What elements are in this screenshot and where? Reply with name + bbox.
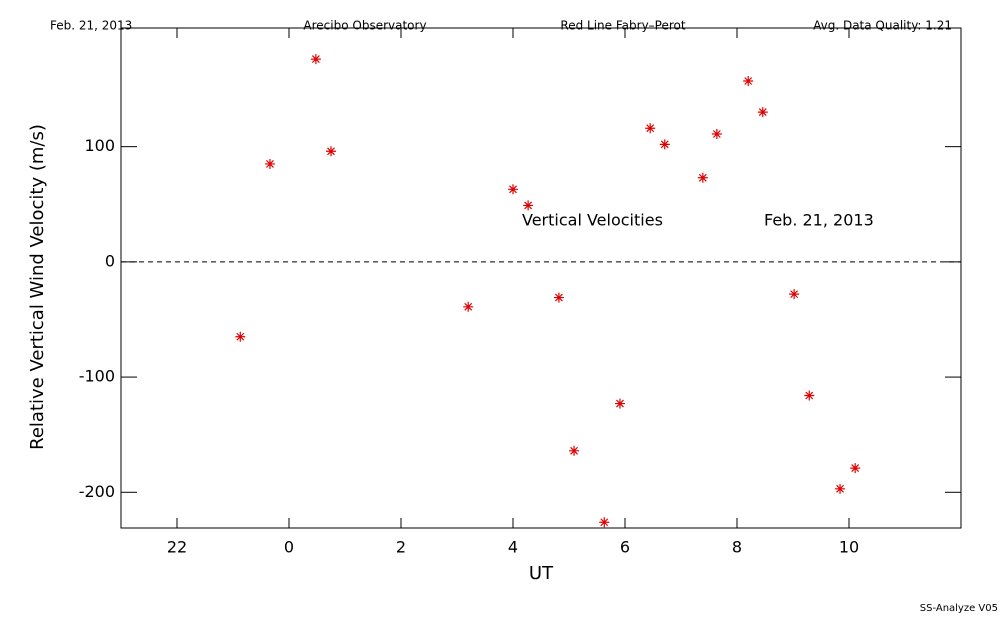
point xyxy=(326,146,336,157)
point xyxy=(804,390,815,401)
y-tick-label: 0 xyxy=(105,251,115,270)
x-tick-label: 6 xyxy=(620,538,630,557)
point xyxy=(697,172,708,183)
point xyxy=(645,123,656,134)
point-star xyxy=(523,200,534,211)
point xyxy=(835,483,846,494)
y-axis-label: Relative Vertical Wind Velocity (m/s) xyxy=(27,124,48,450)
point xyxy=(850,463,861,474)
point xyxy=(235,331,246,342)
point-star xyxy=(310,54,321,65)
header-site: Arecibo Observatory xyxy=(303,19,426,33)
x-axis-label: UT xyxy=(529,563,554,584)
point-star xyxy=(757,107,768,118)
point-star xyxy=(835,483,846,494)
point-star xyxy=(711,128,722,139)
point-star xyxy=(553,292,564,303)
x-tick-label: 8 xyxy=(732,538,742,557)
point xyxy=(264,158,275,169)
annotation: Feb. 21, 2013 xyxy=(764,211,874,230)
x-tick-label: 10 xyxy=(839,538,859,557)
point-star xyxy=(463,301,474,312)
header-quality: Avg. Data Quality: 1.21 xyxy=(813,19,952,33)
point-star xyxy=(645,123,656,134)
point xyxy=(599,517,610,528)
point xyxy=(569,445,580,456)
x-tick-label: 22 xyxy=(167,538,187,557)
header-instrument: Red Line Fabry–Perot xyxy=(560,19,685,33)
point-star xyxy=(743,75,754,86)
point-star xyxy=(659,139,670,150)
point xyxy=(523,200,534,211)
point xyxy=(789,289,800,300)
point-star xyxy=(850,463,861,474)
y-tick-label: -200 xyxy=(79,482,115,501)
x-tick-label: 0 xyxy=(284,538,294,557)
point-star xyxy=(804,390,815,401)
point xyxy=(310,54,321,65)
y-tick-label: -100 xyxy=(79,367,115,386)
x-tick-label: 4 xyxy=(508,538,518,557)
point-star xyxy=(235,331,246,342)
point xyxy=(711,128,722,139)
point xyxy=(508,184,518,195)
point-star xyxy=(697,172,708,183)
point-star xyxy=(569,445,580,456)
plot-frame xyxy=(120,27,962,529)
point-star xyxy=(326,146,336,157)
point-star xyxy=(789,289,800,300)
header-date: Feb. 21, 2013 xyxy=(50,19,132,33)
point xyxy=(743,75,754,86)
point xyxy=(553,292,564,303)
point xyxy=(757,107,768,118)
x-tick-label: 2 xyxy=(396,538,406,557)
point xyxy=(463,301,474,312)
footer: SS-Analyze V05 xyxy=(920,603,998,614)
point-star xyxy=(614,398,625,409)
point xyxy=(659,139,670,150)
point-star xyxy=(599,517,610,528)
point-star xyxy=(264,158,275,169)
point-star xyxy=(508,184,518,195)
annotation: Vertical Velocities xyxy=(522,211,663,230)
point xyxy=(614,398,625,409)
y-tick-label: 100 xyxy=(84,136,115,155)
